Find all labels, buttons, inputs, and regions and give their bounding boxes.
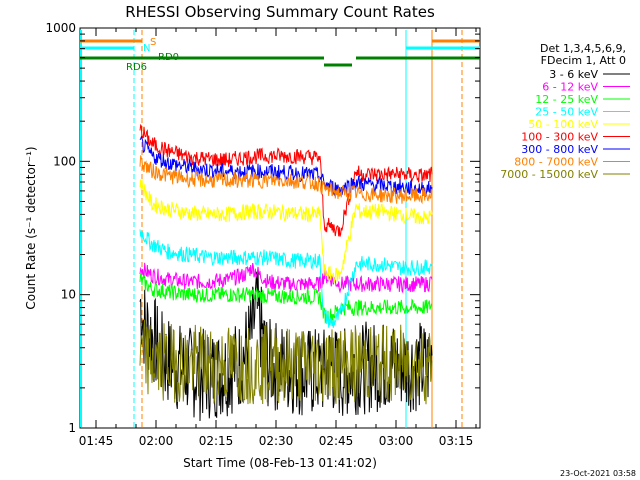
series-layer bbox=[139, 123, 433, 422]
legend-entry-label: 300 - 800 keV bbox=[521, 143, 598, 156]
x-tick-label: 01:45 bbox=[79, 434, 114, 448]
y-tick-label: 100 bbox=[53, 154, 76, 168]
flag-label-s: S bbox=[150, 37, 156, 48]
x-tick-label: 02:00 bbox=[139, 434, 174, 448]
chart-title: RHESSI Observing Summary Count Rates bbox=[125, 3, 435, 21]
legend-entry-label: 3 - 6 keV bbox=[549, 68, 598, 81]
legend-entry-label: 800 - 7000 keV bbox=[514, 156, 598, 169]
x-tick-label: 02:45 bbox=[319, 434, 354, 448]
series-50-100-kev bbox=[139, 179, 433, 283]
series-25-50-kev bbox=[139, 229, 433, 328]
legend-entry-label: 6 - 12 keV bbox=[542, 81, 598, 94]
x-tick-label: 02:30 bbox=[259, 434, 294, 448]
series-300-800-kev bbox=[139, 135, 433, 198]
y-tick-label: 1000 bbox=[45, 21, 76, 35]
legend-header: FDecim 1, Att 0 bbox=[541, 54, 626, 67]
legend-entry-label: 7000 - 15000 keV bbox=[500, 168, 598, 181]
series-12-25-kev bbox=[139, 273, 433, 324]
flag-label-rd0: RD0 bbox=[158, 52, 179, 63]
y-tick-label: 10 bbox=[61, 288, 76, 302]
legend-entry-label: 25 - 50 keV bbox=[535, 106, 598, 119]
x-tick-label: 02:15 bbox=[199, 434, 234, 448]
series-100-300-kev bbox=[139, 123, 433, 237]
x-tick-label: 03:00 bbox=[379, 434, 414, 448]
flag-label-rd6: RD6 bbox=[126, 62, 147, 73]
axes-layer: 01:45 02:00 02:15 02:30 02:45 03:00 03:15 1 10 10… bbox=[45, 21, 480, 448]
series-7000-15000-kev bbox=[139, 319, 433, 405]
legend-entry-label: 100 - 300 keV bbox=[521, 131, 598, 144]
series-6-12-kev bbox=[139, 262, 433, 294]
x-axis-label: Start Time (08-Feb-13 01:41:02) bbox=[183, 456, 377, 470]
x-tick-label: 03:15 bbox=[439, 434, 474, 448]
legend-entry-label: 12 - 25 keV bbox=[535, 93, 598, 106]
generation-timestamp: 23-Oct-2021 03:58 bbox=[560, 469, 636, 478]
legend-header: Det 1,3,4,5,6,9, bbox=[540, 42, 626, 55]
y-axis-label: Count Rate (s⁻¹ detector⁻¹) bbox=[24, 146, 38, 309]
series-800-7000-kev bbox=[139, 155, 433, 205]
y-tick-label: 1 bbox=[68, 421, 76, 435]
legend: Det 1,3,4,5,6,9,FDecim 1, Att 03 - 6 keV… bbox=[500, 42, 630, 181]
flag-label-n: N bbox=[143, 43, 150, 54]
legend-entry-label: 50 - 100 keV bbox=[528, 118, 598, 131]
